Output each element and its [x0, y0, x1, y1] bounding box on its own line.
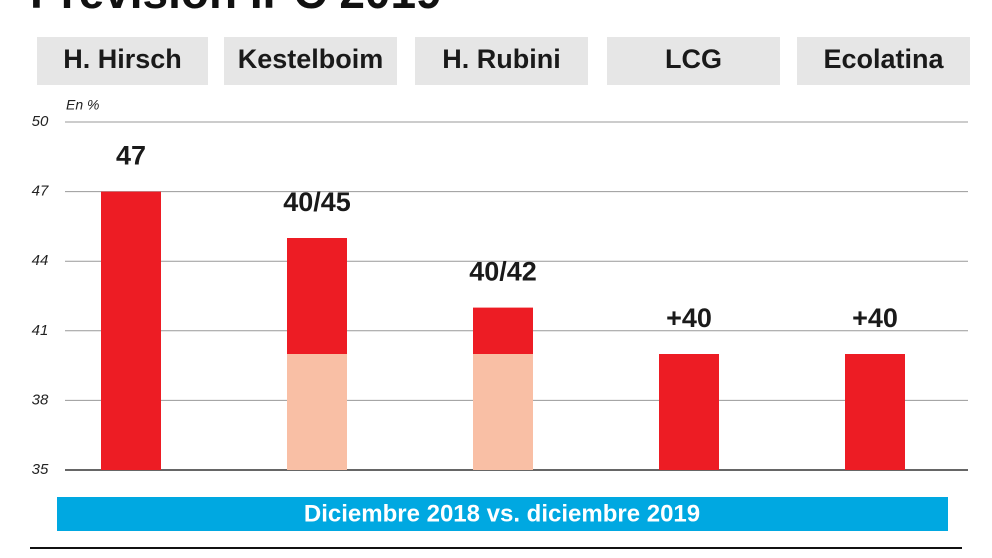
category-box: [224, 37, 397, 85]
bar: [845, 354, 905, 470]
y-tick-label: 44: [32, 252, 49, 269]
bar: [101, 191, 161, 470]
y-tick-label: 50: [32, 113, 49, 130]
value-label: 40/45: [283, 187, 351, 217]
bar-base: [287, 354, 347, 470]
y-unit-label: En %: [66, 97, 99, 113]
value-label: +40: [666, 303, 712, 333]
y-tick-label: 38: [32, 391, 49, 408]
bar-base: [473, 354, 533, 470]
bar-range: [473, 307, 533, 354]
bar-range: [287, 238, 347, 354]
x-tick-label: Kestelboim: [238, 44, 384, 74]
category-box: [607, 37, 780, 85]
footer-text: Diciembre 2018 vs. diciembre 2019: [304, 500, 700, 527]
category-box: [415, 37, 588, 85]
x-tick-label: LCG: [665, 44, 722, 74]
category-box: [37, 37, 208, 85]
value-label: 40/42: [469, 257, 537, 287]
y-tick-label: 35: [32, 461, 49, 478]
y-tick-label: 41: [32, 322, 49, 339]
category-box: [797, 37, 970, 85]
footer-banner: [57, 497, 948, 531]
value-label: +40: [852, 303, 898, 333]
x-tick-label: H. Hirsch: [63, 44, 182, 74]
x-tick-label: H. Rubini: [442, 44, 560, 74]
chart-title: Previsión IPC 2019: [30, 0, 442, 18]
y-tick-label: 47: [32, 183, 49, 200]
x-tick-label: Ecolatina: [823, 44, 944, 74]
bar: [659, 354, 719, 470]
value-label: 47: [116, 141, 146, 171]
